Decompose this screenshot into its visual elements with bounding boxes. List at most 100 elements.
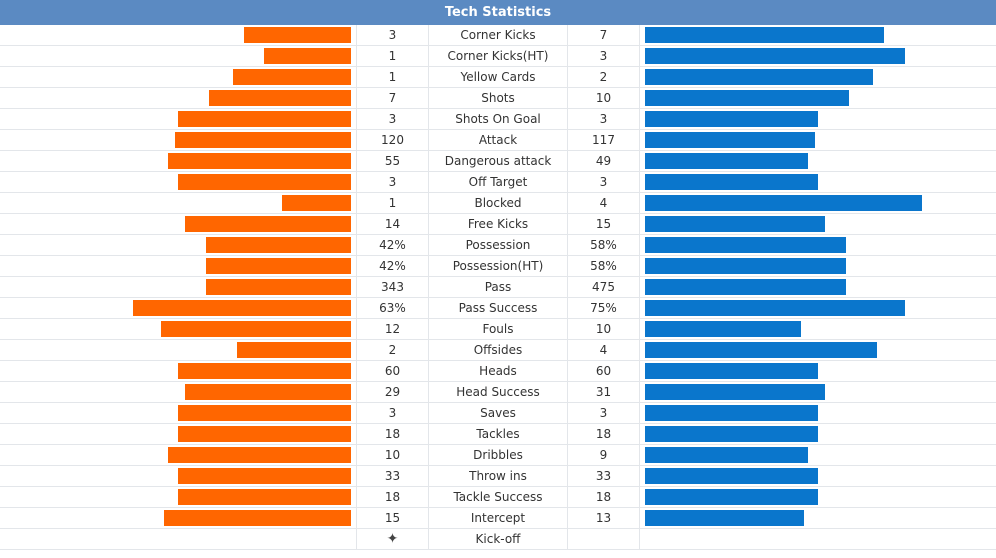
stat-row: 120 Attack 117 — [0, 130, 996, 151]
away-bar-cell — [640, 193, 996, 213]
stat-label: Blocked — [428, 193, 568, 213]
stat-label: Dangerous attack — [428, 151, 568, 171]
home-bar-cell — [0, 46, 356, 66]
away-bar — [645, 279, 846, 295]
stat-row: 2 Offsides 4 — [0, 340, 996, 361]
away-bar — [645, 216, 825, 232]
home-bar — [185, 216, 351, 232]
home-value: 63% — [356, 298, 428, 318]
away-value: 3 — [568, 46, 640, 66]
away-value: 117 — [568, 130, 640, 150]
away-bar — [645, 174, 818, 190]
home-bar-cell — [0, 424, 356, 444]
stat-label: Off Target — [428, 172, 568, 192]
away-bar — [645, 27, 884, 43]
away-bar-cell — [640, 424, 996, 444]
away-bar-cell — [640, 340, 996, 360]
away-value: 58% — [568, 256, 640, 276]
ball-icon: ✦ — [386, 531, 399, 547]
home-bar-cell — [0, 466, 356, 486]
home-bar-cell — [0, 319, 356, 339]
away-value: 58% — [568, 235, 640, 255]
stat-label: Yellow Cards — [428, 67, 568, 87]
home-value: 1 — [356, 193, 428, 213]
home-bar-cell — [0, 256, 356, 276]
stat-label: Head Success — [428, 382, 568, 402]
stat-label: Shots On Goal — [428, 109, 568, 129]
away-value: 3 — [568, 172, 640, 192]
stat-label: Possession — [428, 235, 568, 255]
home-value: 7 — [356, 88, 428, 108]
away-value: 4 — [568, 193, 640, 213]
home-bar — [178, 111, 351, 127]
away-bar — [645, 510, 804, 526]
home-bar-cell — [0, 298, 356, 318]
stat-row: 1 Corner Kicks(HT) 3 — [0, 46, 996, 67]
away-bar-cell — [640, 445, 996, 465]
away-bar — [645, 258, 846, 274]
home-value: 343 — [356, 277, 428, 297]
home-value: 3 — [356, 109, 428, 129]
away-value: 9 — [568, 445, 640, 465]
home-value: 3 — [356, 403, 428, 423]
away-bar — [645, 447, 808, 463]
away-value: 33 — [568, 466, 640, 486]
home-value: 3 — [356, 172, 428, 192]
stat-row: 3 Shots On Goal 3 — [0, 109, 996, 130]
away-bar — [645, 237, 846, 253]
stat-label: Intercept — [428, 508, 568, 528]
stat-label: Tackles — [428, 424, 568, 444]
home-bar — [206, 279, 351, 295]
home-bar-cell — [0, 508, 356, 528]
away-bar-cell — [640, 361, 996, 381]
home-value: 55 — [356, 151, 428, 171]
away-bar-cell — [640, 466, 996, 486]
away-value: 18 — [568, 424, 640, 444]
away-value: 60 — [568, 361, 640, 381]
home-value: 1 — [356, 67, 428, 87]
home-bar — [185, 384, 351, 400]
away-bar-cell — [640, 67, 996, 87]
away-bar-cell — [640, 172, 996, 192]
away-bar — [645, 111, 818, 127]
home-bar — [178, 174, 351, 190]
kickoff-away-bar-cell — [640, 529, 996, 549]
home-bar — [178, 405, 351, 421]
home-bar — [175, 132, 351, 148]
home-value: 18 — [356, 424, 428, 444]
away-bar — [645, 342, 877, 358]
home-bar-cell — [0, 235, 356, 255]
away-bar-cell — [640, 130, 996, 150]
home-bar-cell — [0, 67, 356, 87]
home-value: 3 — [356, 25, 428, 45]
stat-row: 42% Possession 58% — [0, 235, 996, 256]
kickoff-home-bar-cell — [0, 529, 356, 549]
away-bar-cell — [640, 298, 996, 318]
stat-row: 55 Dangerous attack 49 — [0, 151, 996, 172]
home-bar-cell — [0, 445, 356, 465]
home-bar-cell — [0, 193, 356, 213]
away-bar-cell — [640, 487, 996, 507]
stat-label: Throw ins — [428, 466, 568, 486]
home-bar-cell — [0, 172, 356, 192]
home-bar — [237, 342, 351, 358]
away-bar — [645, 426, 818, 442]
panel-title: Tech Statistics — [0, 0, 996, 25]
away-bar-cell — [640, 109, 996, 129]
away-bar-cell — [640, 25, 996, 45]
away-bar-cell — [640, 214, 996, 234]
stat-row: 3 Off Target 3 — [0, 172, 996, 193]
away-bar-cell — [640, 235, 996, 255]
stat-label: Pass Success — [428, 298, 568, 318]
away-bar — [645, 321, 801, 337]
away-bar-cell — [640, 508, 996, 528]
away-value: 49 — [568, 151, 640, 171]
stat-row: 33 Throw ins 33 — [0, 466, 996, 487]
away-value: 3 — [568, 403, 640, 423]
stat-row: 18 Tackle Success 18 — [0, 487, 996, 508]
stats-table: 3 Corner Kicks 7 1 Corner Kicks(HT) 3 1 Yellow … — [0, 25, 996, 529]
away-bar — [645, 384, 825, 400]
stat-label: Dribbles — [428, 445, 568, 465]
away-bar — [645, 48, 905, 64]
